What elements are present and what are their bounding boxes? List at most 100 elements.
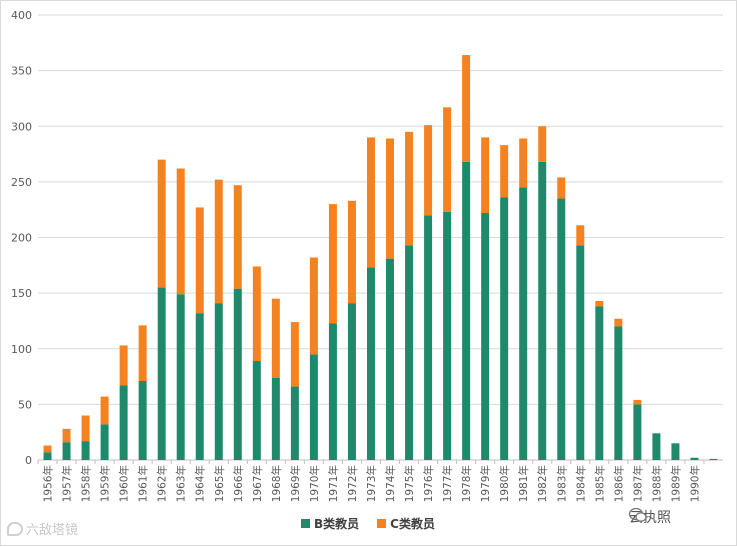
bar-c-29: [595, 300, 604, 307]
bar-b-7: [176, 294, 185, 460]
bar-b-8: [195, 313, 204, 460]
x-tick-label: 1969年: [289, 465, 302, 502]
bar-c-30: [614, 318, 623, 327]
bar-b-26: [538, 161, 547, 460]
x-tick-label: 1984年: [574, 465, 587, 502]
bar-b-32: [652, 433, 661, 460]
x-tick-label: 1973年: [365, 465, 378, 502]
bar-c-3: [100, 396, 109, 425]
bar-b-16: [347, 303, 356, 460]
x-tick-label: 1970年: [308, 465, 321, 502]
x-tick-label: 1968年: [270, 465, 283, 502]
watermark-left: 六敌塔镜: [7, 519, 78, 538]
bar-b-9: [214, 303, 223, 460]
y-tick-label: 200: [11, 232, 32, 245]
bar-c-11: [252, 266, 261, 361]
bar-c-19: [405, 131, 414, 246]
legend-label-b: B类教员: [314, 517, 360, 531]
bar-c-10: [233, 185, 242, 289]
bar-c-7: [176, 168, 185, 295]
bar-c-12: [271, 298, 280, 378]
bar-c-4: [119, 345, 128, 386]
bar-b-5: [138, 381, 147, 460]
x-tick-label: 1972年: [346, 465, 359, 502]
bar-b-15: [328, 323, 337, 460]
x-tick-label: 1960年: [118, 465, 131, 502]
bar-b-1: [62, 442, 71, 460]
y-tick-label: 50: [18, 398, 32, 411]
legend-label-c: C类教员: [390, 517, 435, 531]
x-tick-label: 1979年: [479, 465, 492, 502]
bar-c-9: [214, 179, 223, 304]
y-tick-label: 300: [11, 120, 32, 133]
bar-b-29: [595, 306, 604, 460]
x-tick-label: 1976年: [422, 465, 435, 502]
bar-c-2: [81, 415, 90, 442]
bar-b-30: [614, 326, 623, 460]
x-tick-label: 1985年: [593, 465, 606, 502]
x-tick-label: 1990年: [688, 465, 701, 502]
bar-c-18: [386, 138, 395, 259]
bar-b-28: [576, 245, 585, 460]
bar-c-26: [538, 126, 547, 162]
bar-b-2: [81, 441, 90, 460]
bar-b-0: [43, 452, 52, 460]
bar-b-4: [119, 385, 128, 460]
x-tick-label: 1971年: [327, 465, 340, 502]
bar-c-17: [366, 137, 375, 268]
bar-b-22: [462, 161, 471, 460]
bar-b-19: [405, 245, 414, 460]
x-tick-label: 1988年: [650, 465, 663, 502]
bar-c-20: [424, 125, 433, 216]
bar-b-33: [671, 443, 680, 460]
x-tick-label: 1982年: [536, 465, 549, 502]
chat-bubble-icon: [7, 521, 23, 536]
bar-b-6: [157, 287, 166, 460]
bar-c-16: [347, 200, 356, 304]
x-tick-label: 1974年: [384, 465, 397, 502]
x-tick-label: 1963年: [175, 465, 188, 502]
watermark-right: 云执照: [629, 507, 671, 527]
x-tick-label: 1964年: [194, 465, 207, 502]
bar-b-12: [271, 377, 280, 460]
x-tick-label: 1965年: [213, 465, 226, 502]
wechat-icon: [629, 507, 647, 522]
x-tick-label: 1961年: [137, 465, 150, 502]
bar-b-21: [443, 211, 452, 460]
bar-c-23: [481, 137, 490, 214]
x-tick-label: 1983年: [555, 465, 568, 502]
bar-b-10: [233, 288, 242, 460]
bar-b-34: [690, 457, 699, 460]
bar-c-8: [195, 207, 204, 314]
bar-c-22: [462, 55, 471, 162]
bar-c-15: [328, 204, 337, 324]
legend-item-c: C类教员: [377, 515, 435, 532]
bar-c-1: [62, 428, 71, 443]
bar-c-24: [500, 145, 509, 198]
x-tick-label: 1977年: [441, 465, 454, 502]
y-tick-label: 350: [11, 65, 32, 78]
x-tick-label: 1989年: [669, 465, 682, 502]
bar-c-21: [443, 107, 452, 212]
x-tick-label: 1959年: [99, 465, 112, 502]
legend-swatch-c: [377, 519, 387, 528]
x-tick-label: 1987年: [631, 465, 644, 502]
bar-c-6: [157, 159, 166, 288]
x-tick-label: 1980年: [498, 465, 511, 502]
bar-b-24: [500, 197, 509, 460]
bar-c-0: [43, 445, 52, 453]
bar-c-28: [576, 225, 585, 246]
bar-c-31: [633, 399, 642, 405]
watermark-left-text: 六敌塔镜: [26, 523, 79, 538]
x-tick-label: 1978年: [460, 465, 473, 502]
bar-b-27: [557, 198, 566, 460]
y-tick-label: 0: [25, 454, 32, 467]
bar-b-14: [309, 354, 318, 460]
legend: B类教员 C类教员: [301, 515, 435, 532]
bar-b-11: [252, 360, 261, 460]
bar-c-13: [290, 322, 299, 387]
x-tick-label: 1975年: [403, 465, 416, 502]
y-tick-label: 100: [11, 343, 32, 356]
